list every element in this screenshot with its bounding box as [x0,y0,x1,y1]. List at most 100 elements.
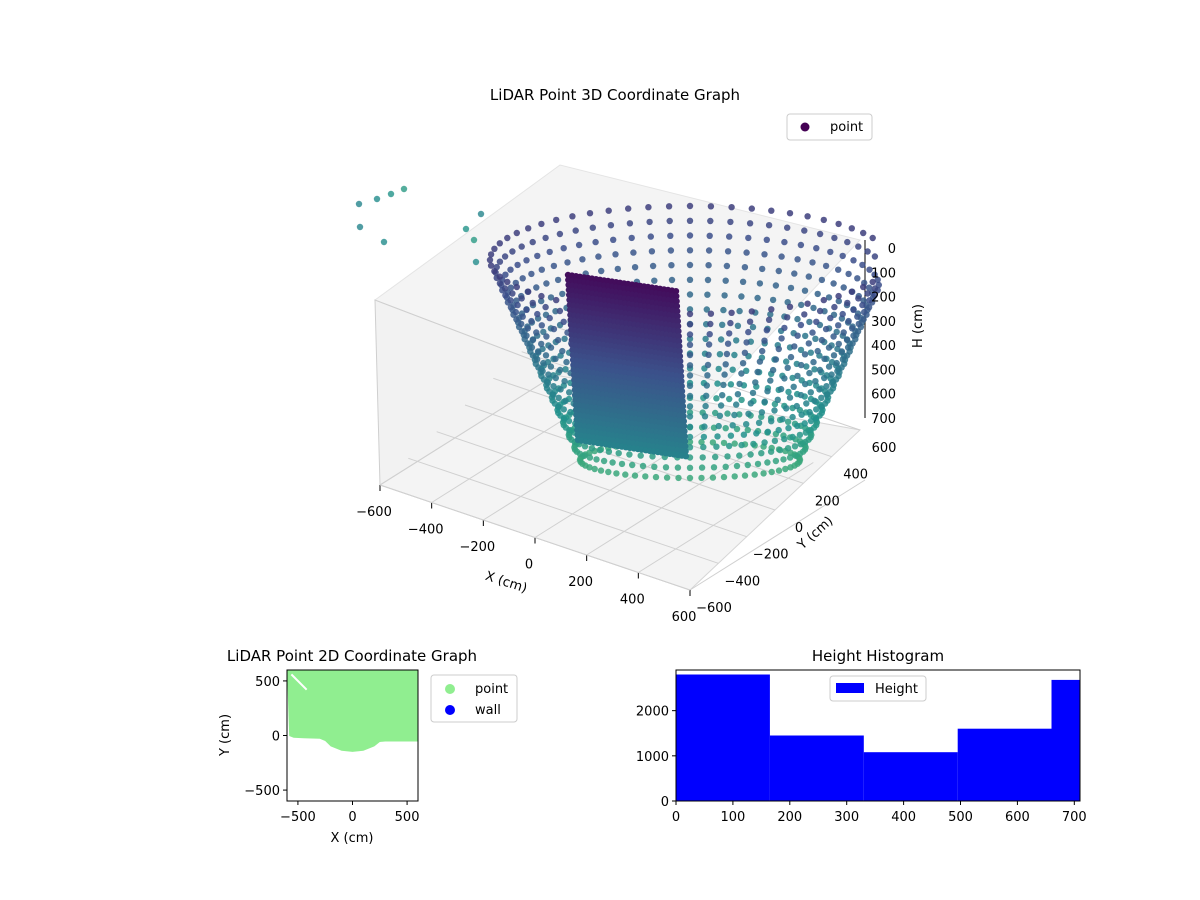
point-3d [775,267,782,275]
point-3d [807,389,814,396]
point-3d [839,356,846,363]
point-3d [722,463,729,470]
point-3d [790,383,797,390]
point-3d-wall [673,293,680,300]
point-3d [751,471,758,478]
point-3d [639,462,647,470]
point-3d [866,297,873,304]
point-3d [523,332,530,339]
point-3d [809,259,816,266]
plot-2d-ticks: −500−500 0 0 500 500 [244,675,419,825]
point-3d [789,413,796,421]
point-3d [513,316,520,323]
point-3d [854,275,861,282]
point-3d [821,374,828,382]
point-3d [741,349,749,356]
point-3d [814,347,821,355]
point-3d [787,464,794,471]
point-3d-outlier [380,238,388,246]
point-3d [700,433,708,441]
point-3d [797,321,805,329]
point-3d [581,443,589,450]
point-3d [662,464,670,471]
point-3d [767,311,774,318]
point-3d [686,362,694,369]
point-3d [486,256,494,264]
point-3d [743,421,750,428]
x-axis-3d-tick: 400 [620,593,645,608]
point-3d [667,247,675,254]
point-3d-wall [680,413,687,420]
chart-3d: LiDAR Point 3D Coordinate Graph −600 −400… [355,86,926,625]
y-axis-2d-label: Y (cm) [218,714,233,757]
point-3d [752,379,759,386]
point-3d [642,473,649,480]
point-3d-wall [678,388,686,395]
point-3d [738,396,745,404]
point-3d [496,258,504,265]
point-3d [786,454,794,461]
point-3d [504,278,511,286]
point-3d [630,249,637,256]
point-3d [812,335,819,342]
point-3d [797,241,805,249]
point-3d [783,405,790,412]
point-3d [796,431,804,439]
point-3d [675,474,682,482]
point-3d [717,336,725,343]
point-3d [804,300,811,307]
histogram-x-tick: 500 [948,810,973,825]
point-3d [818,336,826,344]
legend-2d-label-point: point [475,682,508,697]
point-3d [825,363,833,370]
point-3d [702,402,709,410]
point-3d [686,291,694,298]
point-3d [871,271,878,278]
point-3d-outlier [356,223,364,231]
point-3d [714,380,721,387]
point-3d [703,382,710,389]
point-3d [789,433,796,441]
point-3d [487,262,495,269]
histogram-frame [675,669,1081,802]
point-3d [801,351,809,358]
point-3d [651,463,658,470]
point-3d [765,316,773,323]
point-3d [550,391,557,398]
point-3d [802,332,809,340]
point-3d [791,343,798,350]
z-axis-3d-ticks: 0 100 200 300 400 500 600 700 [871,242,896,427]
point-3d [572,227,579,234]
histogram-ticks: 0 100 200 300 400 500 600 700 0 1000 2000 [636,705,1087,825]
z-axis-3d-tick: 200 [871,291,896,306]
point-3d [586,210,594,217]
point-3d [512,308,519,316]
point-3d [552,355,559,362]
point-3d [798,361,805,369]
point-3d [589,224,596,231]
x-axis-3d-ticks: −600 −400 −200 0 200 400 600 [356,505,696,625]
point-3d [840,284,847,291]
y-axis-3d-tick: 0 [795,521,803,536]
point-3d [768,468,775,476]
point-3d [792,452,799,459]
point-3d [849,340,856,347]
point-3d [802,380,809,388]
chart-3d-title: LiDAR Point 3D Coordinate Graph [490,86,740,104]
point-3d [733,462,741,470]
point-3d-wall [675,333,682,340]
x-axis-2d-label: X (cm) [331,831,374,846]
point-3d-outlier [477,210,485,218]
point-3d [830,352,838,359]
point-3d [869,234,876,242]
point-3d [612,251,619,258]
point-3d [562,366,569,373]
point-3d [759,265,766,273]
point-3d [797,346,805,354]
point-3d [559,347,566,355]
point-3d [807,417,815,425]
point-3d [843,352,851,359]
point-3d [828,371,835,378]
point-3d [727,218,734,226]
